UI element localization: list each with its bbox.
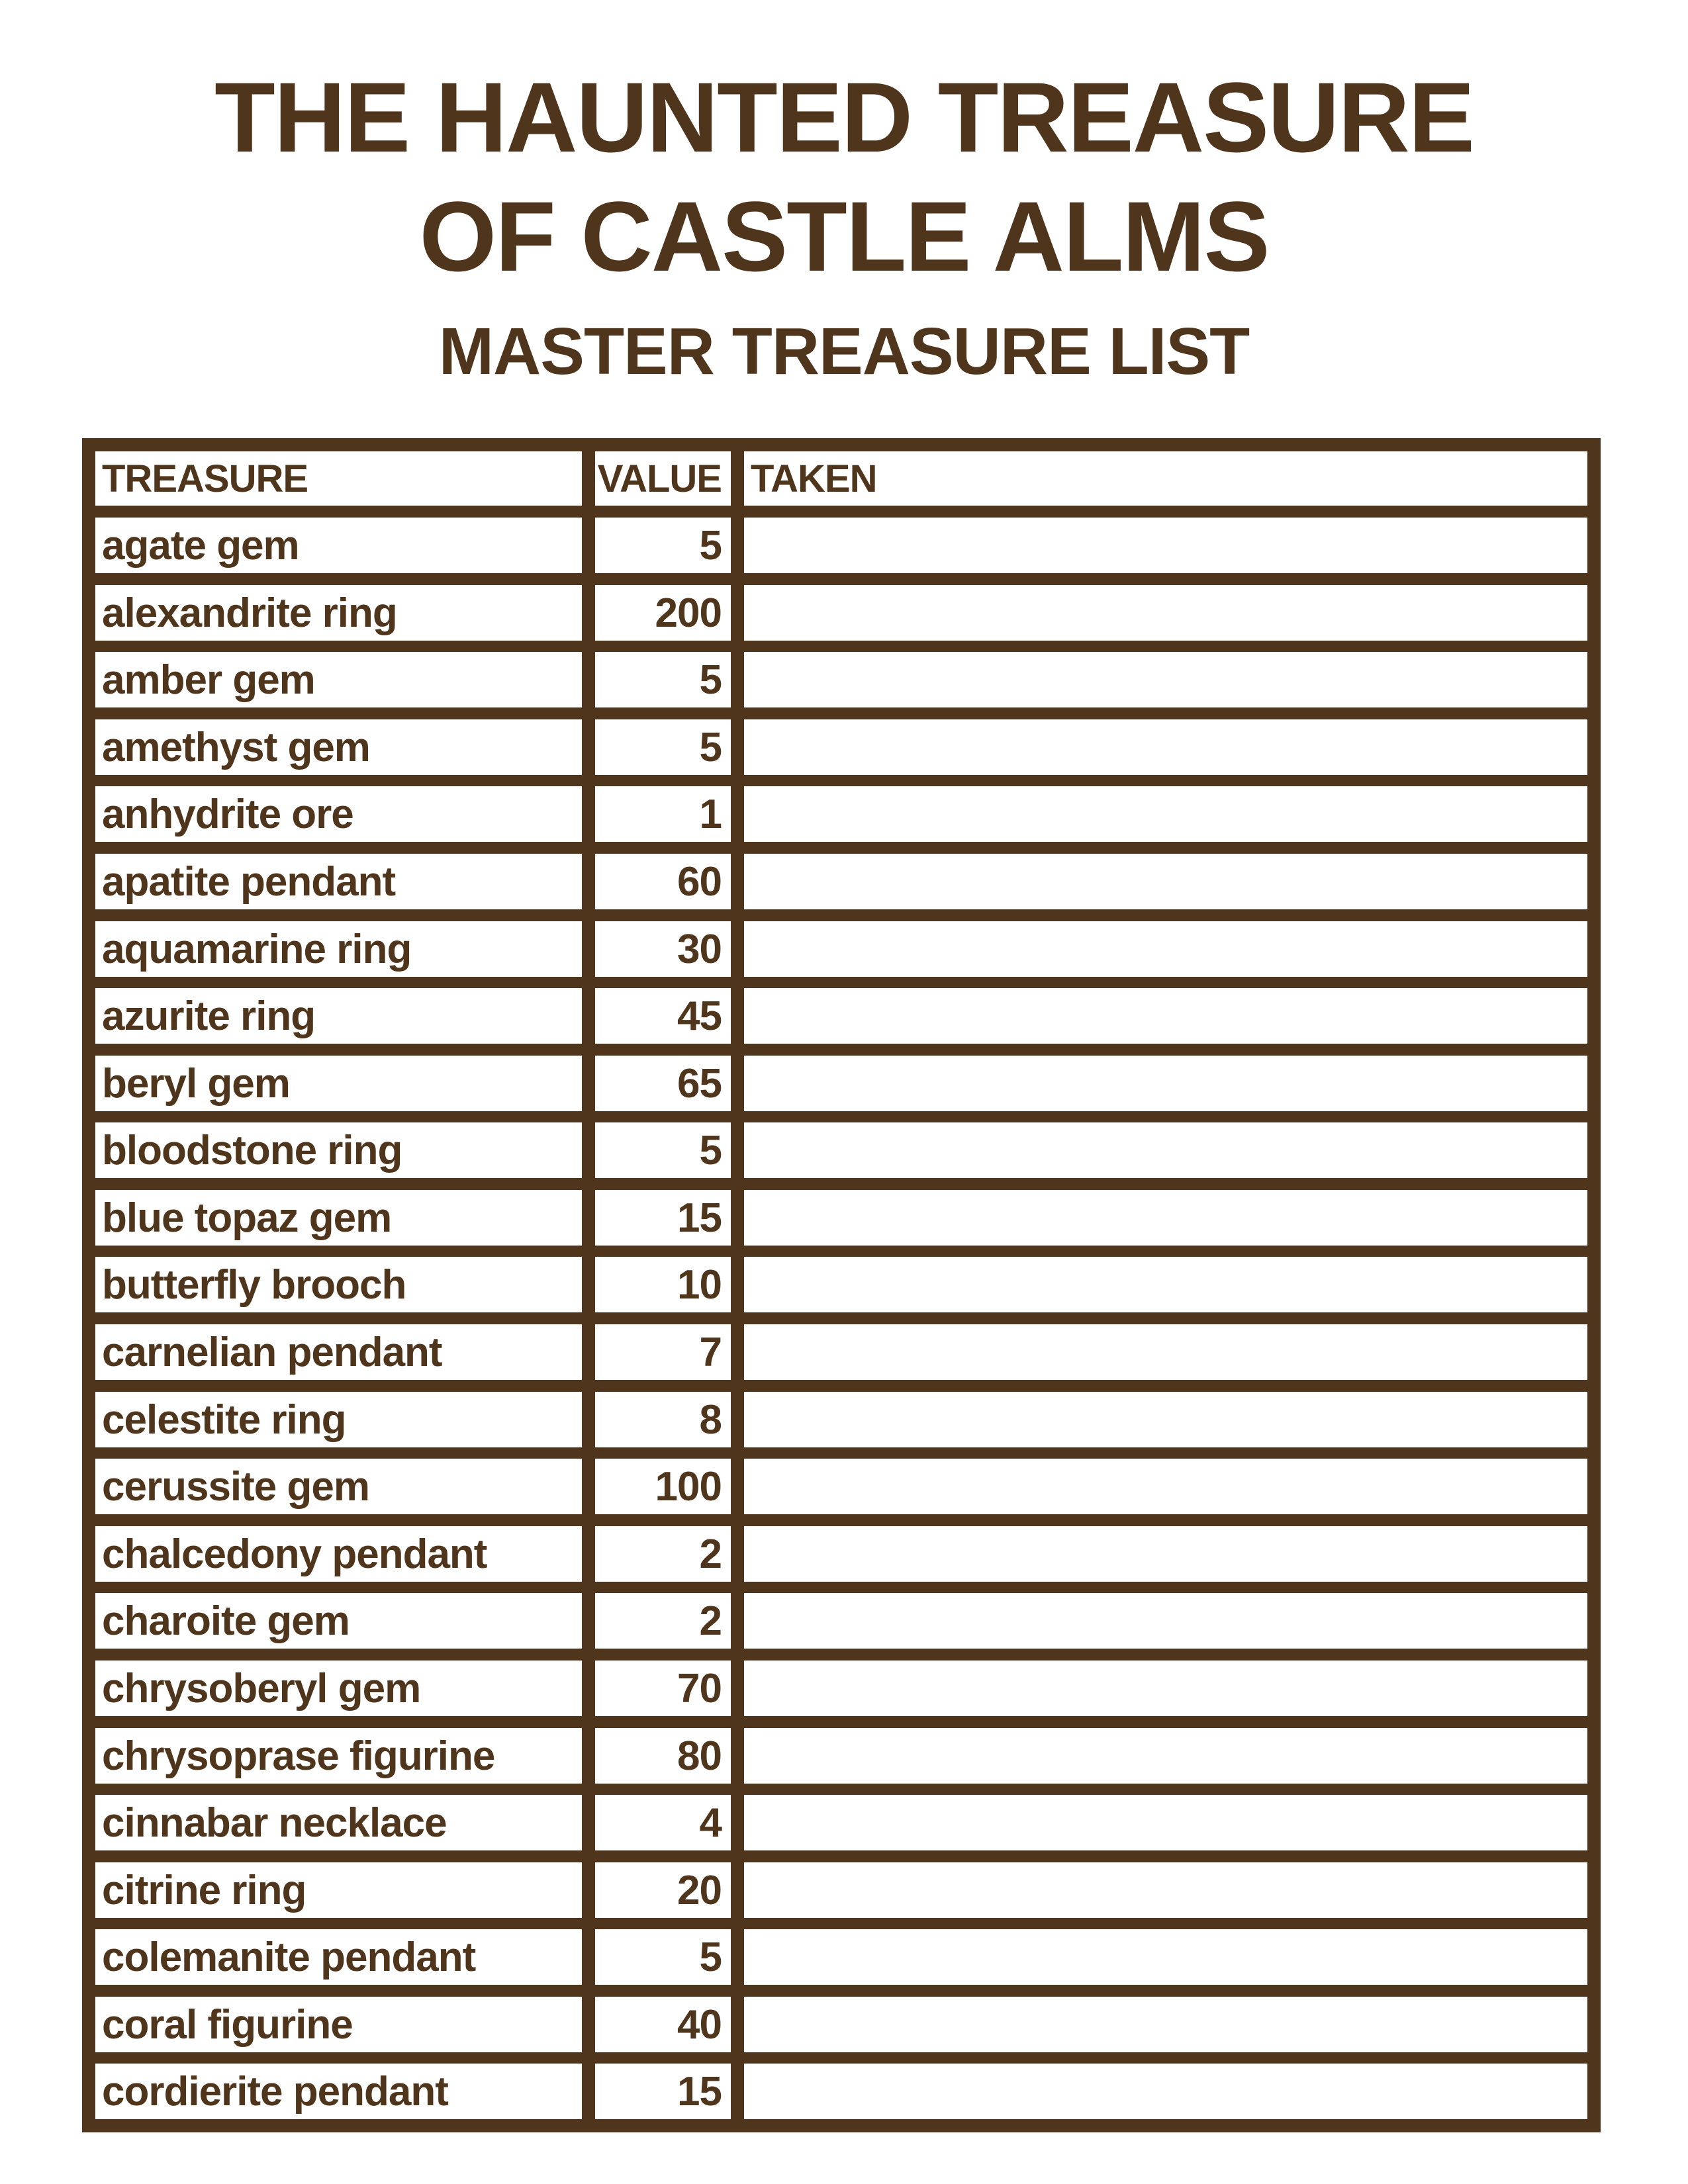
treasure-name-cell: cerussite gem	[95, 1459, 582, 1514]
treasure-value-cell: 5	[595, 518, 731, 573]
treasure-taken-cell[interactable]	[744, 1862, 1587, 1918]
treasure-value-cell: 20	[595, 1862, 731, 1918]
treasure-value-cell: 15	[595, 2064, 731, 2119]
page-title-line-1: THE HAUNTED TREASURE	[214, 62, 1475, 173]
treasure-name-cell: cordierite pendant	[95, 2064, 582, 2119]
treasure-value-cell: 10	[595, 1257, 731, 1312]
treasure-taken-cell[interactable]	[744, 1190, 1587, 1246]
treasure-name-cell: cinnabar necklace	[95, 1795, 582, 1850]
treasure-name-cell: aquamarine ring	[95, 921, 582, 977]
treasure-value-cell: 30	[595, 921, 731, 977]
treasure-name-cell: citrine ring	[95, 1862, 582, 1918]
treasure-taken-cell[interactable]	[744, 1997, 1587, 2052]
treasure-name-cell: chalcedony pendant	[95, 1526, 582, 1582]
treasure-name-cell: apatite pendant	[95, 854, 582, 909]
page-title-line-2: OF CASTLE ALMS	[419, 181, 1270, 292]
treasure-taken-cell[interactable]	[744, 1728, 1587, 1784]
column-header-value: VALUE	[595, 451, 731, 506]
treasure-value-cell: 80	[595, 1728, 731, 1784]
treasure-value-cell: 5	[595, 1122, 731, 1178]
treasure-name-cell: bloodstone ring	[95, 1122, 582, 1178]
treasure-taken-cell[interactable]	[744, 1526, 1587, 1582]
treasure-taken-cell[interactable]	[744, 1257, 1587, 1312]
treasure-name-cell: amber gem	[95, 652, 582, 707]
treasure-value-cell: 5	[595, 1929, 731, 1985]
treasure-taken-cell[interactable]	[744, 988, 1587, 1044]
treasure-value-cell: 45	[595, 988, 731, 1044]
treasure-taken-cell[interactable]	[744, 1661, 1587, 1716]
treasure-name-cell: agate gem	[95, 518, 582, 573]
treasure-name-cell: anhydrite ore	[95, 786, 582, 842]
treasure-taken-cell[interactable]	[744, 1056, 1587, 1111]
treasure-name-cell: amethyst gem	[95, 719, 582, 775]
treasure-value-cell: 5	[595, 652, 731, 707]
treasure-taken-cell[interactable]	[744, 719, 1587, 775]
treasure-taken-cell[interactable]	[744, 1122, 1587, 1178]
treasure-taken-cell[interactable]	[744, 1392, 1587, 1447]
column-header-treasure: TREASURE	[95, 451, 582, 506]
treasure-value-cell: 2	[595, 1526, 731, 1582]
treasure-name-cell: azurite ring	[95, 988, 582, 1044]
treasure-name-cell: beryl gem	[95, 1056, 582, 1111]
treasure-name-cell: celestite ring	[95, 1392, 582, 1447]
treasure-value-cell: 65	[595, 1056, 731, 1111]
treasure-taken-cell[interactable]	[744, 1324, 1587, 1380]
treasure-taken-cell[interactable]	[744, 1593, 1587, 1649]
treasure-table: TREASURE VALUE TAKEN agate gem 5 alexandri…	[82, 438, 1601, 2132]
treasure-taken-cell[interactable]	[744, 2064, 1587, 2119]
treasure-taken-cell[interactable]	[744, 518, 1587, 573]
treasure-taken-cell[interactable]	[744, 1929, 1587, 1985]
treasure-value-cell: 40	[595, 1997, 731, 2052]
column-header-taken: TAKEN	[744, 451, 1587, 506]
treasure-name-cell: chrysoprase figurine	[95, 1728, 582, 1784]
treasure-taken-cell[interactable]	[744, 921, 1587, 977]
treasure-name-cell: colemanite pendant	[95, 1929, 582, 1985]
treasure-taken-cell[interactable]	[744, 1795, 1587, 1850]
treasure-value-cell: 8	[595, 1392, 731, 1447]
treasure-name-cell: charoite gem	[95, 1593, 582, 1649]
treasure-taken-cell[interactable]	[744, 585, 1587, 641]
treasure-name-cell: carnelian pendant	[95, 1324, 582, 1380]
treasure-taken-cell[interactable]	[744, 652, 1587, 707]
page-subtitle: MASTER TREASURE LIST	[438, 314, 1250, 388]
treasure-value-cell: 100	[595, 1459, 731, 1514]
treasure-taken-cell[interactable]	[744, 1459, 1587, 1514]
treasure-value-cell: 2	[595, 1593, 731, 1649]
treasure-value-cell: 7	[595, 1324, 731, 1380]
treasure-taken-cell[interactable]	[744, 854, 1587, 909]
treasure-taken-cell[interactable]	[744, 786, 1587, 842]
treasure-value-cell: 4	[595, 1795, 731, 1850]
treasure-value-cell: 70	[595, 1661, 731, 1716]
treasure-name-cell: butterfly brooch	[95, 1257, 582, 1312]
treasure-name-cell: coral figurine	[95, 1997, 582, 2052]
treasure-name-cell: blue topaz gem	[95, 1190, 582, 1246]
treasure-value-cell: 200	[595, 585, 731, 641]
treasure-value-cell: 15	[595, 1190, 731, 1246]
treasure-name-cell: alexandrite ring	[95, 585, 582, 641]
treasure-name-cell: chrysoberyl gem	[95, 1661, 582, 1716]
treasure-value-cell: 1	[595, 786, 731, 842]
treasure-value-cell: 5	[595, 719, 731, 775]
treasure-value-cell: 60	[595, 854, 731, 909]
